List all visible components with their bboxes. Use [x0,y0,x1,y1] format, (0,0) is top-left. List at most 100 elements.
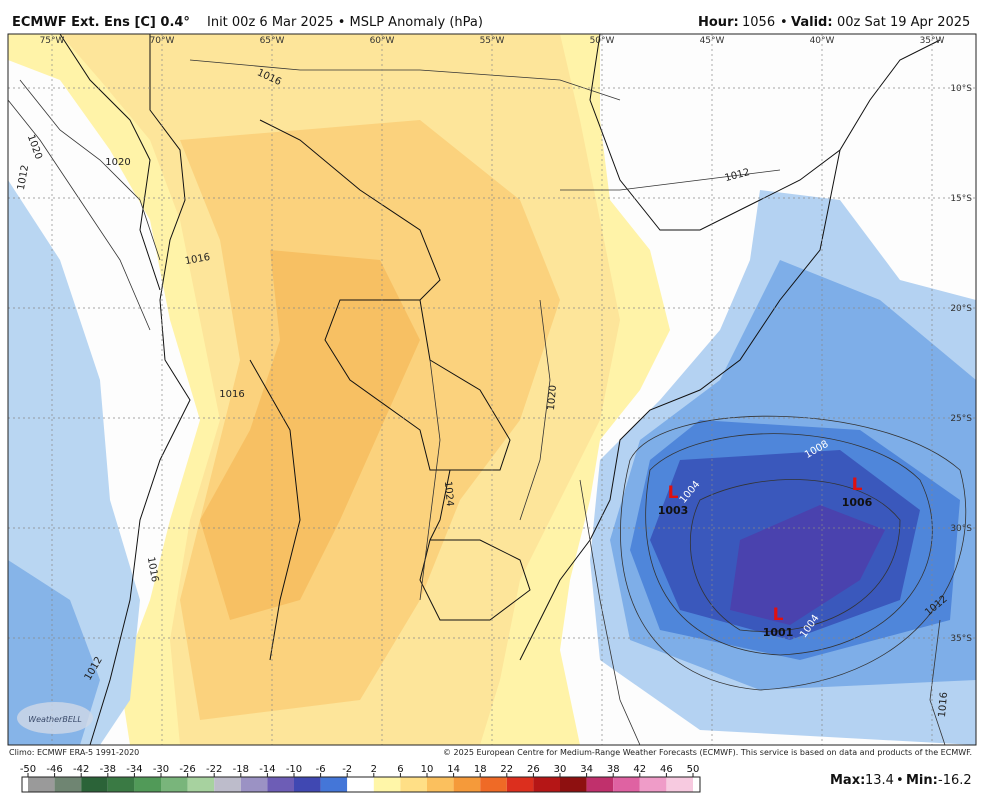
colorbar-tick-label: -22 [206,764,222,775]
low-symbol: L [773,605,784,625]
colorbar-tick-label: -18 [233,764,249,775]
colorbar-segment [267,777,294,792]
low-pressure: 1001 [763,626,794,639]
valid-info: Hour: 1056 • Valid: 00z Sat 19 Apr 2025 [698,15,970,30]
colorbar-segment [639,777,667,792]
colorbar-segment [560,777,587,792]
min: -16.2 [938,773,972,788]
lon-label: 35°W [920,36,945,46]
colorbar-segment [54,777,82,792]
lon-label: 65°W [260,36,285,46]
colorbar-segment [240,777,268,792]
colorbar-tick-label: -34 [126,764,142,775]
colorbar-segment [107,777,135,792]
title-bold: ECMWF Ext. Ens [C] 0.4° [12,15,190,30]
lon-label: 40°W [810,36,835,46]
lon-label: 75°W [40,36,65,46]
hour-label: Hour: [698,15,739,30]
lat-label: 15°S [950,194,972,204]
colorbar-segment [373,777,401,792]
max: 13.4 [865,773,894,788]
colorbar-tick-label: 6 [397,764,403,775]
contour-label: 1016 [937,692,950,718]
lon-label: 70°W [150,36,175,46]
lat-label: 30°S [950,524,972,534]
colorbar-segment [480,777,507,792]
copyright: © 2025 European Centre for Medium-Range … [443,748,972,757]
colorbar-segment [214,777,241,792]
colorbar-tick-label: -42 [73,764,89,775]
colorbar-segment [586,777,614,792]
colorbar-segment [666,777,693,792]
valid: 00z Sat 19 Apr 2025 [837,15,970,30]
colorbar-tick-label: -30 [153,764,169,775]
lon-label: 55°W [480,36,505,46]
colorbar-tick-label: 46 [660,764,673,775]
low-pressure: 1006 [842,496,873,509]
stats: Max: 13.4 • Min: -16.2 [830,773,972,788]
colorbar-tick-label: -26 [179,764,195,775]
colorbar-tick-label: 50 [687,764,700,775]
lat-label: 25°S [950,414,972,424]
colorbar-tick-label: 14 [447,764,460,775]
colorbar-tick-label: 34 [580,764,593,775]
colorbar-frame [21,776,701,793]
separator: • [896,773,904,788]
max-label: Max: [830,773,865,788]
colorbar: -50 -46 -42 -38 -34 -30 -26 -22 -18 -14 -10 -6 -2 2 6 1… [20,764,701,793]
low-pressure: 1003 [658,504,689,517]
colorbar-tick-label: 10 [421,764,434,775]
colorbar-segment [427,777,454,792]
colorbar-tick-label: -50 [20,764,36,775]
colorbar-tick-label: 30 [554,764,567,775]
colorbar-segment [187,777,215,792]
colorbar-tick-label: 2 [371,764,377,775]
map-frame [7,33,977,746]
contour-label: 1012 [16,164,31,191]
colorbar-segment [134,777,161,792]
lat-label: 10°S [950,84,972,94]
lat-label: 20°S [950,304,972,314]
contour-label: 1024 [442,481,455,507]
lon-label: 45°W [700,36,725,46]
contour-label: 1020 [105,157,130,168]
lon-label: 60°W [370,36,395,46]
colorbar-tick-label: 42 [633,764,646,775]
colorbar-segment [506,777,534,792]
contours [8,59,967,745]
colorbar-segment [161,777,188,792]
colorbar-tick-label: -2 [342,764,352,775]
colorbar-segment [400,777,427,792]
contour-label: 1020 [546,385,559,411]
colorbar-segment [320,777,348,792]
colorbar-segment [81,777,108,792]
colorbar-segment [453,777,481,792]
colorbar-segment [347,777,374,792]
colorbar-segment [294,777,321,792]
climo-note: Climo: ECMWF ERA-5 1991-2020 [9,748,139,757]
lat-label: 35°S [950,634,972,644]
hour: 1056 [742,15,775,30]
colorbar-tick-label: 26 [527,764,540,775]
min-label: Min: [906,773,938,788]
title-rest: Init 00z 6 Mar 2025 • MSLP Anomaly (hPa) [207,15,483,30]
colorbar-tick-label: -38 [100,764,116,775]
colorbar-tick-label: 38 [607,764,620,775]
borders [59,34,941,745]
contour-label: 1016 [184,252,211,267]
anomaly-blue-west-2 [8,560,100,745]
colorbar-tick-label: -10 [286,764,302,775]
logo: WeatherBELL [17,702,93,734]
colorbar-tick-label: -46 [46,764,62,775]
low-symbol: L [668,483,679,503]
logo-text: WeatherBELL [28,715,82,724]
colorbar-segment [613,777,640,792]
colorbar-tick-label: -6 [316,764,326,775]
colorbar-tick-label: -14 [259,764,275,775]
anomaly-purple [730,505,885,625]
contour-label: 1016 [145,556,160,583]
colorbar-tick-label: 18 [474,764,487,775]
anomaly-orange-2 [200,250,420,620]
low-symbol: L [852,475,863,495]
